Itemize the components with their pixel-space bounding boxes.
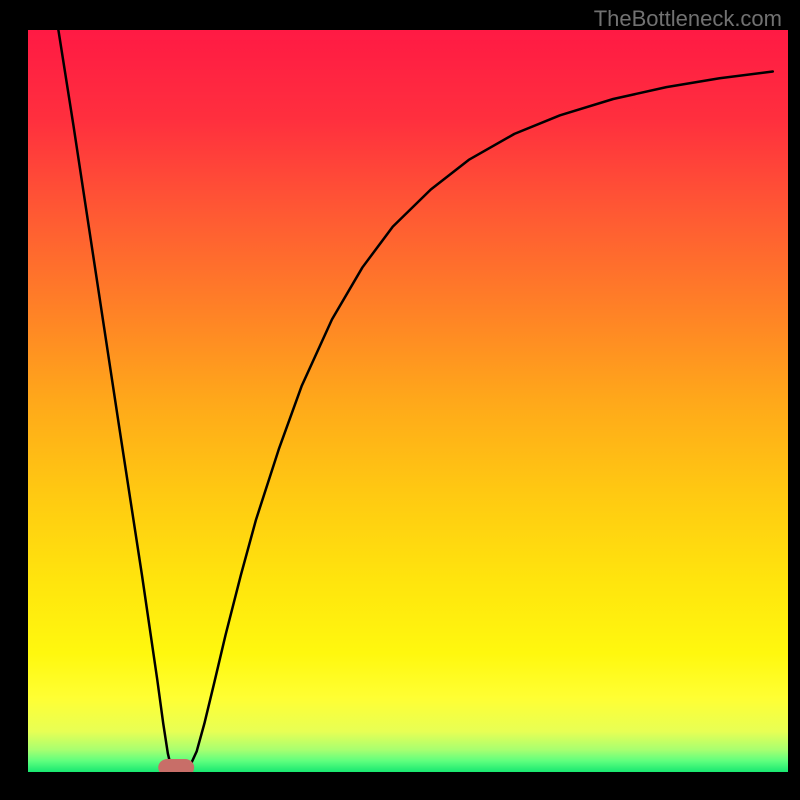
curve-layer — [28, 30, 788, 772]
watermark-text: TheBottleneck.com — [594, 6, 782, 32]
bottleneck-chart: TheBottleneck.com — [0, 0, 800, 800]
frame-left — [0, 0, 28, 800]
plot-area — [28, 30, 788, 772]
optimal-marker — [158, 759, 194, 772]
frame-right — [788, 0, 800, 800]
bottleneck-curve — [58, 30, 772, 770]
frame-bottom — [0, 772, 800, 800]
